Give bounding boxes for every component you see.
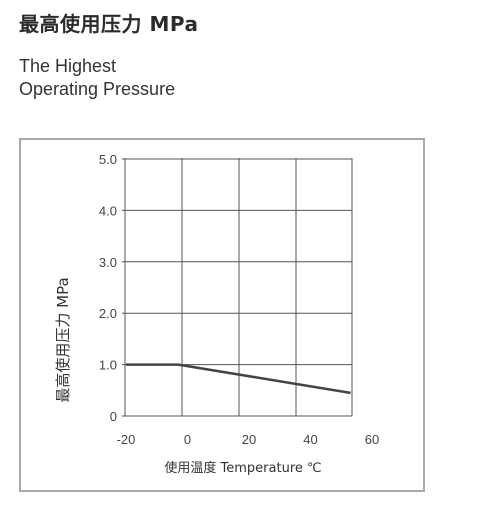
x-axis-title: 使用温度 Temperature ℃ (164, 460, 321, 476)
y-axis-ticks: 0 1.0 2.0 3.0 4.0 5.0 (99, 152, 117, 424)
y-tick-label: 0 (110, 409, 117, 424)
page-title: 最高使用压力 MPa (19, 12, 199, 36)
y-axis-title: 最高使用压力 MPa (54, 277, 72, 402)
chart-frame (19, 138, 425, 492)
series-line (126, 363, 351, 395)
x-tick-label: 0 (184, 432, 191, 447)
page-subtitle: The Highest Operating Pressure (19, 55, 175, 101)
y-tick-label: 3.0 (99, 255, 117, 270)
x-tick-label: -20 (117, 432, 136, 447)
y-tick-label: 5.0 (99, 152, 117, 167)
chart-grid (122, 158, 353, 417)
y-tick-label: 2.0 (99, 306, 117, 321)
y-tick-label: 1.0 (99, 358, 117, 373)
chart-series (126, 363, 351, 395)
x-tick-label: 40 (303, 432, 317, 447)
x-tick-label: 20 (242, 432, 256, 447)
y-tick-label: 4.0 (99, 203, 117, 218)
x-axis-ticks: -20 0 20 40 60 (117, 432, 380, 447)
x-tick-label: 60 (365, 432, 379, 447)
subtitle-line-1: The Highest (19, 56, 117, 76)
subtitle-line-2: Operating Pressure (19, 79, 176, 99)
